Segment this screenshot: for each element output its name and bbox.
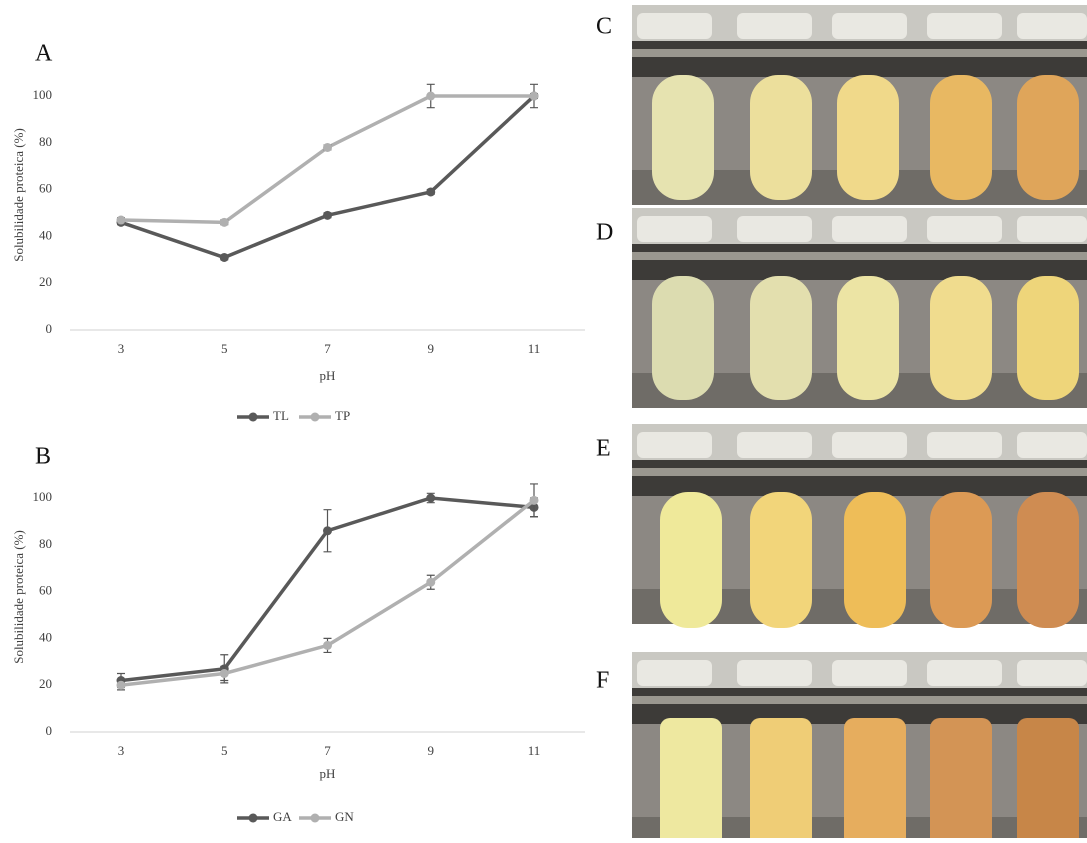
y-tick-label: 20 <box>39 676 52 691</box>
photo-c <box>632 5 1087 205</box>
point <box>323 526 332 535</box>
x-tick-label: 3 <box>118 341 125 356</box>
legend-label: TP <box>335 408 350 423</box>
y-tick-label: 20 <box>39 274 52 289</box>
point <box>323 211 332 220</box>
point <box>220 669 229 678</box>
legend-marker <box>311 413 320 422</box>
point <box>220 253 229 262</box>
point <box>220 218 229 227</box>
x-tick-label: 7 <box>324 743 331 758</box>
x-tick-label: 5 <box>221 341 228 356</box>
legend-marker <box>311 814 320 823</box>
point <box>117 216 126 225</box>
point <box>426 92 435 101</box>
x-tick-label: 3 <box>118 743 125 758</box>
y-tick-label: 0 <box>46 723 53 738</box>
x-tick-label: 7 <box>324 341 331 356</box>
photo-label: E <box>596 436 611 462</box>
legend-marker <box>249 814 258 823</box>
y-axis-label: Solubilidade proteica (%) <box>11 128 26 262</box>
page: C D E F A Solubilidade proteica (%) pH 0 20 4… <box>0 0 1087 838</box>
photo-label: D <box>596 220 613 246</box>
point <box>426 187 435 196</box>
x-tick-label: 11 <box>528 341 541 356</box>
x-tick-label: 5 <box>221 743 228 758</box>
y-tick-label: 40 <box>39 629 52 644</box>
photo-f <box>632 652 1087 838</box>
point <box>530 92 539 101</box>
line <box>121 96 534 222</box>
point <box>323 143 332 152</box>
panel-label: B <box>35 444 51 470</box>
y-axis-label: Solubilidade proteica (%) <box>11 530 26 664</box>
x-tick-label: 9 <box>428 743 435 758</box>
y-tick-label: 80 <box>39 134 52 149</box>
y-tick-label: 100 <box>33 87 53 102</box>
x-axis-label: pH <box>320 368 336 383</box>
y-tick-label: 60 <box>39 583 52 598</box>
photo-e <box>632 424 1087 628</box>
x-tick-label: 9 <box>428 341 435 356</box>
x-tick-label: 11 <box>528 743 541 758</box>
panel-label: A <box>35 41 53 67</box>
y-tick-label: 80 <box>39 536 52 551</box>
y-tick-label: 100 <box>33 489 53 504</box>
point <box>426 578 435 587</box>
legend-label: TL <box>273 408 289 423</box>
point <box>323 641 332 650</box>
point <box>426 494 435 503</box>
photo-label: F <box>596 668 609 694</box>
y-tick-label: 0 <box>46 321 53 336</box>
legend-marker <box>249 413 258 422</box>
photo-d <box>632 208 1087 408</box>
legend-label: GN <box>335 809 354 824</box>
line <box>121 96 534 257</box>
point <box>530 496 539 505</box>
photo-label: C <box>596 14 612 40</box>
point <box>117 681 126 690</box>
y-tick-label: 60 <box>39 181 52 196</box>
legend-label: GA <box>273 809 292 824</box>
figure: C D E F A Solubilidade proteica (%) pH 0 20 4… <box>0 0 1087 838</box>
x-axis-label: pH <box>320 766 336 781</box>
y-tick-label: 40 <box>39 227 52 242</box>
